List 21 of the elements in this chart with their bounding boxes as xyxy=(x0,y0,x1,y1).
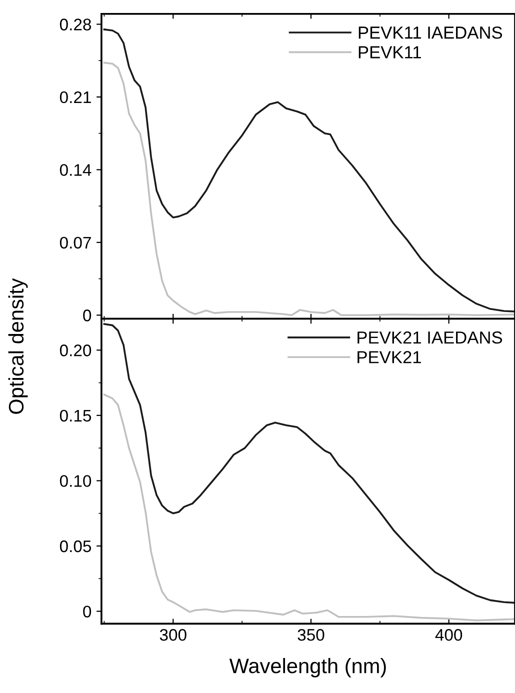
y-tick-label: 0.21 xyxy=(60,91,91,104)
y-tick-label: 0 xyxy=(83,310,92,322)
legend-label: PEVK11 xyxy=(358,46,421,58)
legend-label: PEVK11 IAEDANS xyxy=(358,26,502,39)
y-tick-label: 0.05 xyxy=(60,540,92,552)
line-series xyxy=(103,323,515,604)
y-tick-label: 0.14 xyxy=(60,164,92,176)
x-tick-label: 300 xyxy=(160,629,186,641)
y-tick-label: 0.07 xyxy=(60,236,91,249)
x-tick-label: 400 xyxy=(435,629,462,641)
y-tick-label: 0.10 xyxy=(60,475,92,487)
y-tick-label: 0 xyxy=(83,606,92,618)
x-tick-label: 350 xyxy=(298,629,324,641)
y-tick-label: 0.20 xyxy=(60,344,92,356)
y-tick-label: 0.28 xyxy=(60,18,92,30)
y-axis-title: Optical density xyxy=(8,278,28,414)
y-tick-label: 0.15 xyxy=(60,410,92,422)
line-series xyxy=(103,394,515,622)
legend-label: PEVK21 xyxy=(358,351,421,364)
x-axis-title: Wavelength (nm) xyxy=(229,658,386,678)
legend-label: PEVK21 IAEDANS xyxy=(358,331,502,344)
